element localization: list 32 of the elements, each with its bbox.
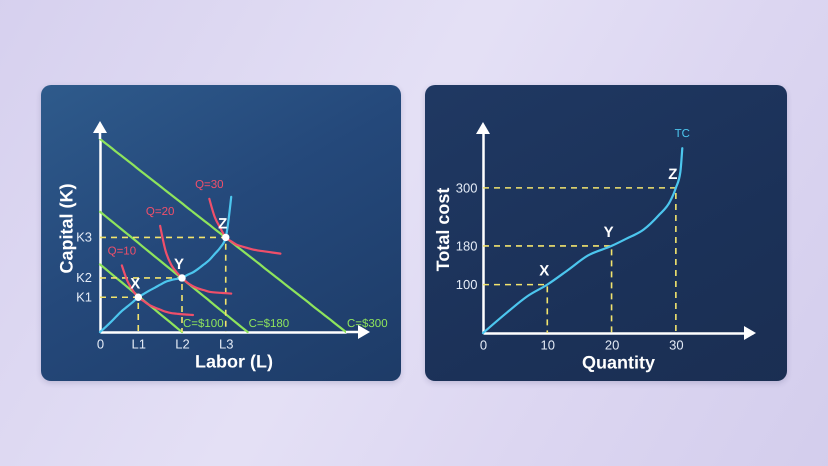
x-axis-title: Labor (L) [195, 352, 273, 372]
line-series [482, 147, 684, 334]
annotation: K1 [76, 289, 92, 304]
x-tick-label: L2 [175, 336, 190, 352]
series-label: C=$300 [347, 318, 388, 330]
x-tick-label: 20 [604, 338, 620, 352]
series-label: Q=20 [146, 206, 174, 218]
x-tick-label: L3 [219, 336, 234, 352]
x-tick-label: 0 [96, 336, 104, 352]
annotation: X [130, 275, 140, 292]
series-label: Q=30 [195, 178, 224, 191]
x-tick-label: L1 [132, 336, 146, 352]
annotation: Z [218, 215, 228, 232]
annotation: K3 [76, 229, 92, 244]
x-tick-label: 10 [540, 338, 556, 352]
y-tick-label: 300 [456, 180, 478, 196]
x-axis-title: Quantity [582, 352, 656, 372]
y-axis-title: Capital (K) [56, 183, 76, 274]
y-tick-label: 100 [456, 277, 478, 292]
series-label: TC [674, 128, 690, 140]
x-tick-label: 0 [480, 338, 488, 352]
annotation: X [539, 262, 550, 280]
annotation: Y [604, 224, 614, 241]
x-tick-label: 30 [669, 338, 684, 352]
y-tick-label: 180 [456, 238, 478, 254]
series-label: C=$100 [183, 318, 224, 330]
series-label: C=$180 [248, 318, 290, 330]
annotation: Z [668, 166, 678, 183]
annotation: Y [174, 256, 184, 273]
y-axis-title: Total cost [432, 188, 453, 272]
series-label: Q=10 [108, 245, 136, 258]
annotation: K2 [76, 270, 92, 285]
